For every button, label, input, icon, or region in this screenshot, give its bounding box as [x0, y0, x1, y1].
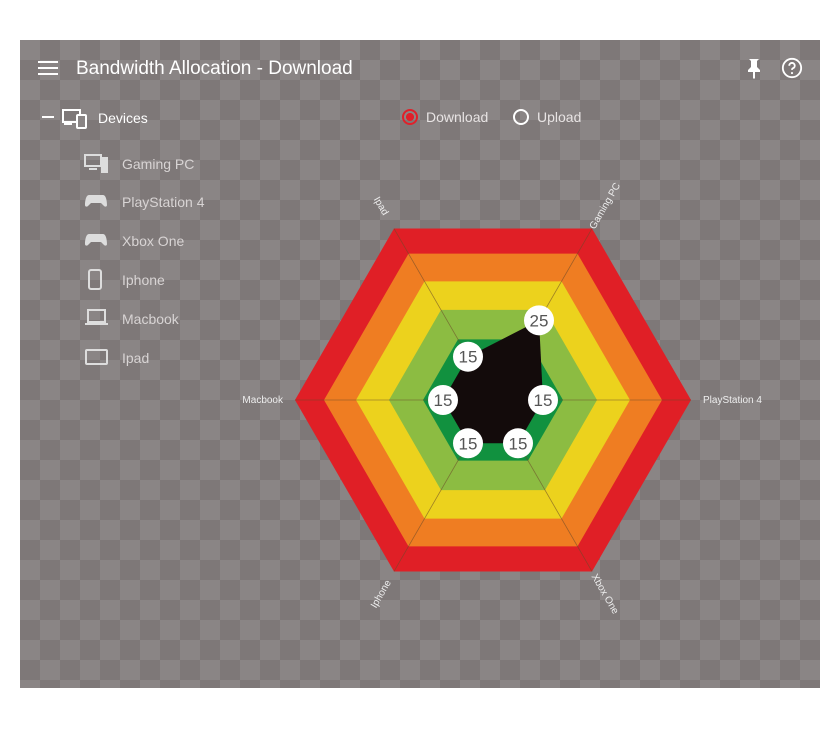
- page-title: Bandwidth Allocation - Download: [76, 58, 353, 79]
- data-label: 15: [509, 434, 528, 453]
- sidebar-item-ipad[interactable]: Ipad: [84, 347, 244, 371]
- data-label: 15: [434, 391, 453, 410]
- app-panel: Bandwidth Allocation - Download Devices …: [20, 40, 820, 688]
- axis-label: PlayStation 4: [703, 395, 762, 406]
- data-area: [443, 320, 543, 444]
- sidebar-item-label: Ipad: [122, 350, 150, 366]
- sidebar-item-label: Xbox One: [122, 233, 185, 249]
- sidebar-item-xbox-one[interactable]: Xbox One: [84, 230, 244, 254]
- devices-icon: [62, 109, 87, 129]
- tablet-icon: [85, 349, 108, 365]
- help-circle-icon[interactable]: [781, 57, 803, 79]
- data-point: [503, 428, 533, 459]
- hamburger-menu-icon[interactable]: [38, 61, 58, 77]
- upload-radio[interactable]: Upload: [513, 108, 593, 128]
- axis-label: Ipad: [371, 195, 390, 217]
- devices-group-label: Devices: [98, 110, 148, 126]
- data-label: 25: [530, 311, 549, 330]
- sidebar-item-label: PlayStation 4: [122, 194, 205, 210]
- data-label: 15: [459, 434, 478, 453]
- gamepad-icon: [85, 234, 107, 246]
- radio-selected-icon: [402, 109, 418, 125]
- data-label: 15: [534, 391, 553, 410]
- sidebar-item-iphone[interactable]: Iphone: [84, 269, 244, 293]
- data-point: [453, 341, 483, 372]
- data-label: 15: [459, 348, 478, 367]
- pin-icon[interactable]: [742, 56, 766, 80]
- sidebar-item-gaming-pc[interactable]: Gaming PC: [84, 153, 244, 177]
- download-label: Download: [426, 109, 489, 125]
- axis-label: Macbook: [242, 395, 284, 406]
- radar-chart: 25 15 15 15 15 15 Gaming PC PlayStation 4 Xbox O…: [242, 181, 762, 616]
- sidebar-item-playstation-4[interactable]: PlayStation 4: [84, 191, 244, 215]
- data-point: [428, 385, 458, 415]
- data-point: [528, 385, 558, 415]
- collapse-devices-button[interactable]: [42, 116, 54, 118]
- upload-label: Upload: [537, 109, 582, 125]
- desktop-icon: [84, 154, 108, 173]
- sidebar-item-label: Macbook: [122, 311, 179, 327]
- gamepad-icon: [85, 195, 107, 207]
- download-radio[interactable]: Download: [402, 108, 492, 128]
- axis-label: Xbox One: [589, 572, 621, 616]
- sidebar-item-label: Gaming PC: [122, 156, 195, 172]
- phone-icon: [88, 269, 102, 290]
- laptop-icon: [85, 309, 108, 325]
- data-point: [524, 305, 554, 336]
- sidebar-item-label: Iphone: [122, 272, 165, 288]
- axis-label: Gaming PC: [588, 181, 623, 231]
- axis-label: Iphone: [369, 578, 394, 610]
- radio-unselected-icon: [513, 109, 529, 125]
- data-point: [453, 428, 483, 459]
- sidebar-item-macbook[interactable]: Macbook: [84, 308, 244, 332]
